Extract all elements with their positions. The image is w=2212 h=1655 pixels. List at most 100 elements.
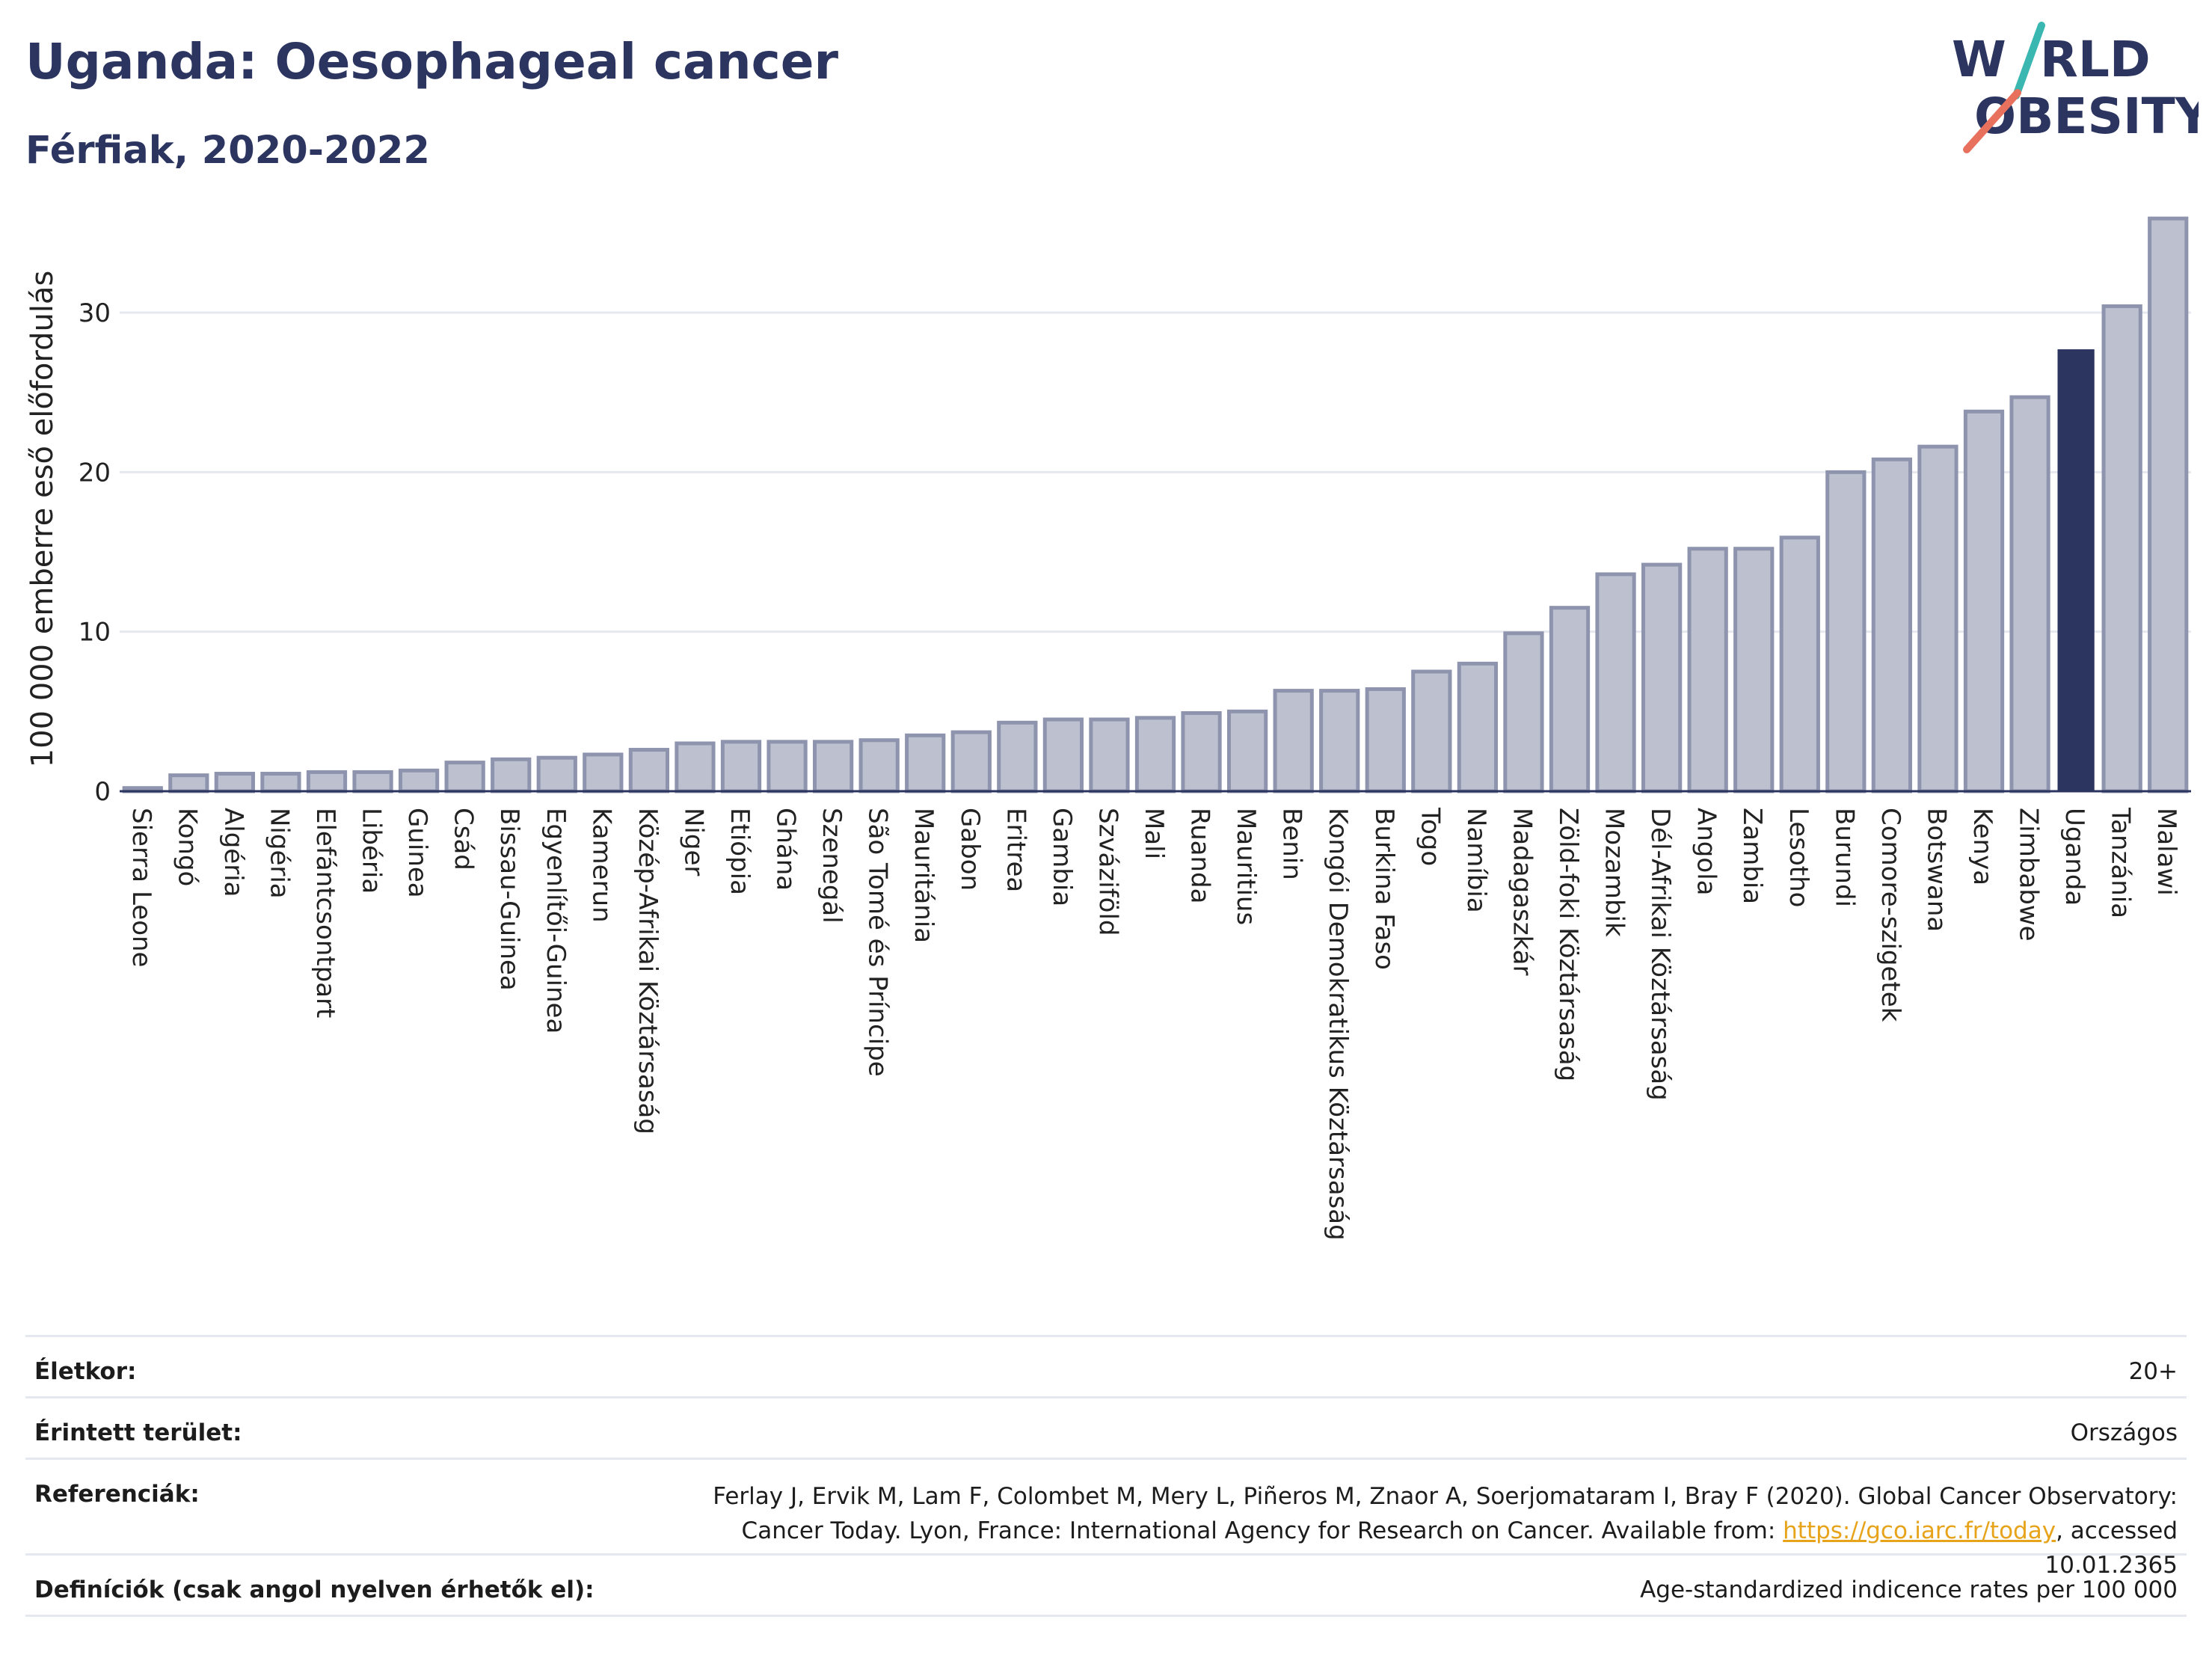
x-tick-label: Ghána (771, 808, 801, 891)
bar (1365, 687, 1406, 793)
bar (628, 748, 670, 793)
x-tick-label: Csád (449, 808, 479, 871)
bar (2148, 216, 2189, 793)
bar (2009, 395, 2050, 793)
y-tick-label: 10 (79, 618, 111, 648)
x-tick-label: Mauritánia (909, 808, 938, 943)
bar (536, 755, 577, 793)
bar (1273, 689, 1314, 793)
bar (950, 730, 992, 793)
x-tick-label: Mozambik (1600, 808, 1629, 937)
x-tick-label: Zimbabwe (2014, 808, 2044, 942)
references-value: Ferlay J, Ervik M, Lam F, Colombet M, Me… (637, 1479, 2178, 1582)
x-tick-label: Zöld-foki Köztársaság (1553, 808, 1583, 1081)
references-accessed: , accessed 10.01.2365 (2044, 1517, 2178, 1579)
age-label: Életkor: (34, 1358, 137, 1385)
area-value: Országos (2070, 1419, 2178, 1446)
x-tick-label: Gambia (1047, 808, 1077, 906)
meta-row-area: Érintett terület: Országos (25, 1396, 2187, 1460)
bar (1181, 710, 1222, 793)
x-tick-label: Comore-szigetek (1875, 808, 1905, 1022)
logo-line1-rest: RLD (2040, 31, 2151, 88)
bar (1687, 547, 1728, 793)
bar (858, 738, 900, 793)
logo-line1: W (1952, 31, 2006, 88)
x-tick-label: Szenegál (817, 808, 847, 924)
bar (766, 740, 808, 793)
bar (1871, 457, 1913, 793)
meta-bottom-border (25, 1615, 2187, 1617)
x-tick-label: Bissau-Guinea (494, 808, 524, 991)
x-tick-label: Libéria (357, 808, 387, 894)
x-tick-label: Szváziföld (1093, 808, 1122, 936)
x-tick-label: Guinea (402, 808, 432, 898)
x-tick-label: Közép-Afrikai Köztársaság (633, 808, 663, 1134)
x-tick-label: Burundi (1829, 808, 1859, 907)
x-tick-label: Madagaszkár (1507, 808, 1537, 975)
x-tick-label: Eritrea (1001, 808, 1030, 892)
x-tick-label: Tanzánia (2106, 807, 2136, 918)
x-tick-label: Uganda (2059, 808, 2089, 906)
area-label: Érintett terület: (34, 1419, 242, 1446)
logo-slash-teal (2012, 22, 2045, 99)
x-tick-label: Ruanda (1185, 808, 1215, 903)
bar-chart: 0 10 20 30 100 000 emberre eső előfordulás Si… (25, 216, 2191, 1241)
bar (1042, 717, 1084, 793)
y-tick-label: 0 (94, 777, 111, 807)
x-tick-label: Nigéria (264, 808, 294, 899)
x-tick-label: Kongói Demokratikus Köztársaság (1323, 808, 1353, 1241)
bar (1226, 709, 1268, 793)
bar (1779, 535, 1820, 793)
definitions-value: Age-standardized indicence rates per 100… (1640, 1576, 2178, 1603)
references-link[interactable]: https://gco.iarc.fr/today (1783, 1517, 2056, 1544)
x-tick-label: Kenya (1967, 808, 1997, 885)
bar (1457, 661, 1499, 793)
x-tick-label: Kongó (172, 808, 202, 886)
page-title: Uganda: Oesophageal cancer (25, 33, 839, 90)
bar (1733, 547, 1775, 793)
x-tick-label: Elefántcsontpart (310, 808, 340, 1018)
age-value: 20+ (2128, 1358, 2178, 1385)
references-label: Referenciák: (34, 1481, 200, 1508)
bar (168, 773, 209, 793)
x-tick-label: Zambia (1737, 808, 1767, 904)
bar (398, 768, 440, 793)
bar (352, 770, 393, 793)
x-tick-label: Etiópia (725, 808, 755, 895)
bar (675, 741, 716, 793)
y-axis-label: 100 000 emberre eső előfordulás (25, 271, 60, 768)
bar (720, 740, 762, 793)
meta-row-references: Referenciák: Ferlay J, Ervik M, Lam F, C… (25, 1458, 2187, 1579)
x-tick-label: Niger (678, 808, 708, 876)
bar (997, 720, 1038, 793)
bar (260, 772, 301, 793)
bar (491, 757, 532, 793)
bar (1503, 631, 1544, 793)
x-tick-label: São Tomé és Príncipe (863, 808, 893, 1077)
y-tick-label: 20 (79, 458, 111, 488)
x-tick-label: Gabon (955, 808, 985, 891)
bar-highlight (2057, 349, 2095, 792)
x-tick-label: Mali (1139, 808, 1169, 859)
x-tick-label: Angola (1692, 808, 1721, 895)
definitions-label: Definíciók (csak angol nyelven érhetők e… (34, 1576, 595, 1603)
x-tick-label: Namíbia (1461, 808, 1491, 913)
bar (1825, 470, 1867, 793)
x-tick-label: Kamerun (586, 808, 616, 923)
x-tick-label: Dél-Afrikai Köztársaság (1645, 808, 1675, 1101)
x-tick-label: Benin (1277, 808, 1307, 880)
x-tick-label: Malawi (2151, 808, 2181, 896)
meta-row-definitions: Definíciók (csak angol nyelven érhetők e… (25, 1553, 2187, 1617)
bar (214, 772, 256, 793)
logo-slash-coral (1963, 89, 2021, 153)
bar (1089, 717, 1130, 793)
bar (1595, 572, 1636, 793)
bar (444, 761, 485, 793)
page-subtitle: Férfiak, 2020-2022 (25, 129, 430, 173)
bar (812, 740, 854, 793)
bar (306, 770, 348, 793)
meta-row-age: Életkor: 20+ (25, 1335, 2187, 1398)
bar (1549, 606, 1591, 793)
x-tick-label: Lesotho (1784, 808, 1813, 907)
x-tick-label: Algéria (218, 808, 248, 897)
